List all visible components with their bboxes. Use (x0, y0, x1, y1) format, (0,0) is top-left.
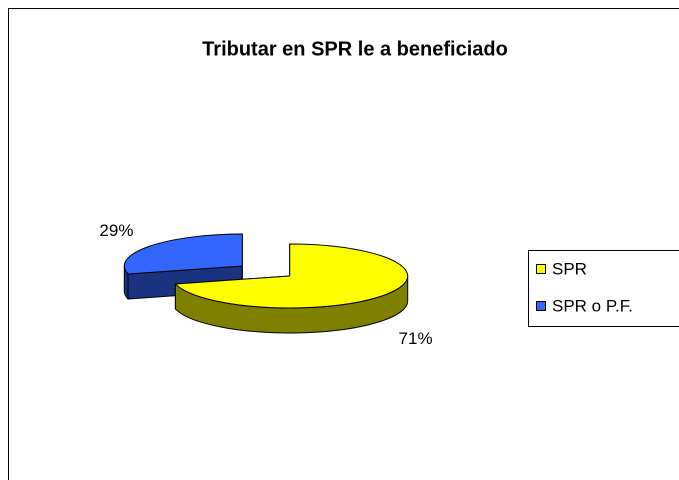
legend-swatch (536, 301, 546, 311)
slice (123, 233, 243, 275)
data-label: 29% (99, 221, 133, 240)
legend-box (528, 250, 679, 327)
slice (174, 243, 409, 309)
data-label: 71% (399, 329, 433, 348)
legend-label: SPR o P.F. (552, 296, 633, 315)
legend-label: SPR (552, 259, 587, 278)
chart-title: Tributar en SPR le a beneficiado (202, 38, 508, 60)
legend-swatch (536, 264, 546, 274)
chart-border (8, 8, 679, 480)
